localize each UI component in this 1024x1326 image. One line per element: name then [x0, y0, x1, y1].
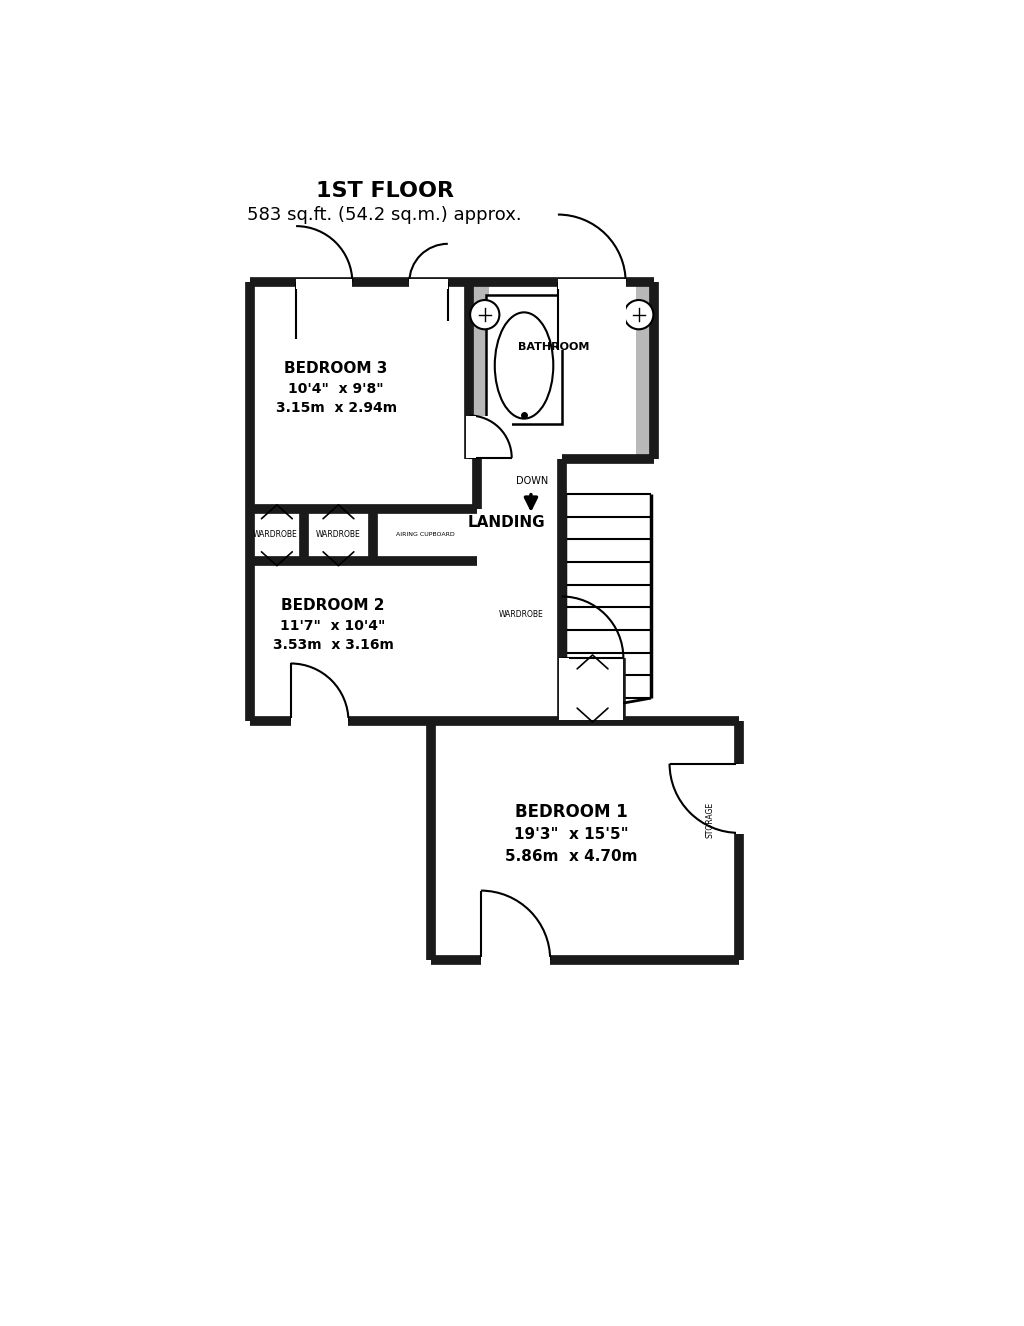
Text: 11'7"  x 10'4": 11'7" x 10'4": [281, 619, 386, 633]
Text: BEDROOM 2: BEDROOM 2: [282, 598, 385, 613]
Text: WARDROBE: WARDROBE: [316, 530, 360, 540]
Bar: [410, 280, 447, 289]
Bar: [558, 280, 626, 289]
Bar: [472, 285, 488, 456]
Circle shape: [625, 300, 653, 329]
Bar: [636, 285, 651, 456]
Text: WARDROBE: WARDROBE: [253, 530, 298, 540]
Bar: [296, 280, 352, 289]
Bar: [431, 721, 739, 960]
Bar: [736, 764, 745, 834]
Text: 19'3"  x 15'5": 19'3" x 15'5": [514, 827, 629, 842]
Ellipse shape: [495, 313, 553, 419]
Bar: [296, 282, 352, 338]
Bar: [469, 282, 654, 459]
Ellipse shape: [581, 308, 609, 345]
Bar: [477, 509, 562, 721]
Bar: [291, 663, 348, 721]
Bar: [486, 294, 562, 424]
Bar: [469, 415, 512, 457]
Bar: [250, 282, 469, 509]
Text: BATHROOM: BATHROOM: [518, 342, 590, 353]
Bar: [670, 764, 739, 833]
Bar: [562, 658, 624, 720]
Bar: [481, 957, 550, 967]
Text: BEDROOM 3: BEDROOM 3: [285, 361, 388, 377]
Bar: [562, 459, 654, 721]
Bar: [410, 282, 447, 321]
Bar: [291, 719, 348, 728]
Text: WARDROBE: WARDROBE: [499, 610, 544, 619]
Text: LANDING: LANDING: [468, 516, 545, 530]
Text: STORAGE: STORAGE: [706, 802, 714, 838]
Text: 3.15m  x 2.94m: 3.15m x 2.94m: [275, 402, 396, 415]
Bar: [575, 286, 614, 306]
Text: AIRING CUPBOARD: AIRING CUPBOARD: [396, 532, 455, 537]
Bar: [250, 509, 477, 721]
Bar: [466, 415, 476, 457]
Bar: [481, 891, 550, 960]
Text: 1ST FLOOR: 1ST FLOOR: [315, 182, 454, 202]
Text: DOWN: DOWN: [516, 476, 549, 487]
Text: BEDROOM 1: BEDROOM 1: [515, 804, 628, 822]
Ellipse shape: [584, 314, 605, 342]
Circle shape: [470, 300, 500, 329]
Bar: [558, 282, 626, 350]
Text: 10'4"  x 9'8": 10'4" x 9'8": [289, 382, 384, 396]
Bar: [559, 658, 568, 720]
Text: 5.86m  x 4.70m: 5.86m x 4.70m: [505, 849, 637, 863]
Text: 583 sq.ft. (54.2 sq.m.) approx.: 583 sq.ft. (54.2 sq.m.) approx.: [248, 206, 522, 224]
Text: 3.53m  x 3.16m: 3.53m x 3.16m: [272, 638, 393, 652]
